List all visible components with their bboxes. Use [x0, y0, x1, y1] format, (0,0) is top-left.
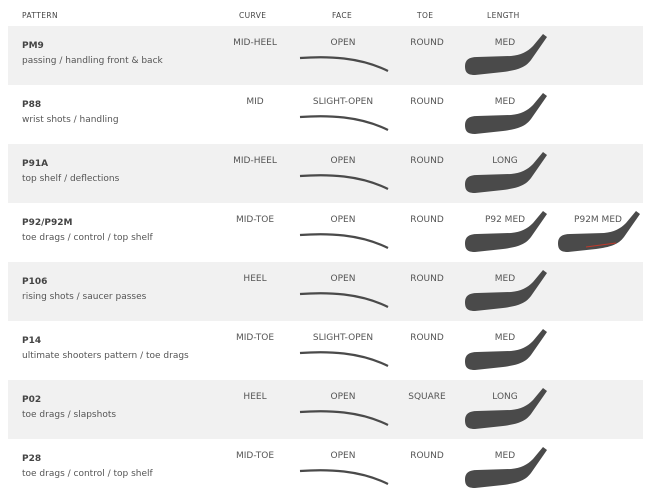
- toe-value: ROUND: [410, 215, 444, 225]
- face-value: SLIGHT-OPEN: [312, 97, 374, 107]
- blade-icon: [463, 91, 547, 141]
- face-value: OPEN: [330, 38, 356, 48]
- length-value: LONG: [492, 392, 518, 402]
- pattern-description: wrist shots / handling: [22, 115, 119, 125]
- face-value: OPEN: [330, 274, 356, 284]
- blade-icon-alt: [556, 209, 640, 259]
- toe-value: ROUND: [410, 97, 444, 107]
- pattern-description: toe drags / slapshots: [22, 410, 117, 420]
- length-value: MED: [494, 451, 516, 461]
- length-value: MED: [494, 38, 516, 48]
- toe-value: ROUND: [410, 156, 444, 166]
- header-pattern: PATTERN: [22, 11, 58, 20]
- face-value: OPEN: [330, 451, 356, 461]
- face-curve-icon: [299, 174, 389, 190]
- face-curve-icon: [299, 115, 389, 131]
- pattern-name: P28: [22, 454, 42, 464]
- header-curve: CURVE: [239, 11, 267, 20]
- pattern-row: P106 rising shots / saucer passes HEEL O…: [8, 262, 643, 321]
- pattern-name: PM9: [22, 41, 44, 51]
- pattern-description: rising shots / saucer passes: [22, 292, 147, 302]
- pattern-name: P106: [22, 277, 48, 287]
- face-value: OPEN: [330, 392, 356, 402]
- pattern-row: P91A top shelf / deflections MID-HEEL OP…: [8, 144, 643, 203]
- blade-icon: [463, 386, 547, 436]
- curve-value: MID: [246, 97, 264, 107]
- pattern-description: ultimate shooters pattern / toe drags: [22, 351, 189, 361]
- length-value: LONG: [492, 156, 518, 166]
- curve-value: MID-TOE: [235, 451, 275, 461]
- length-value: MED: [494, 274, 516, 284]
- pattern-name: P91A: [22, 159, 49, 169]
- pattern-name: P92/P92M: [22, 218, 73, 228]
- face-curve-icon: [299, 469, 389, 485]
- pattern-description: toe drags / control / top shelf: [22, 469, 153, 479]
- face-value: SLIGHT-OPEN: [312, 333, 374, 343]
- pattern-row: P02 toe drags / slapshots HEEL OPEN SQUA…: [8, 380, 643, 439]
- toe-value: SQUARE: [408, 392, 446, 402]
- curve-value: MID-HEEL: [233, 38, 277, 48]
- face-value: OPEN: [330, 156, 356, 166]
- pattern-row: P92/P92M toe drags / control / top shelf…: [8, 203, 643, 262]
- face-curve-icon: [299, 233, 389, 249]
- curve-value: MID-HEEL: [233, 156, 277, 166]
- curve-value: HEEL: [243, 274, 267, 284]
- pattern-row: P88 wrist shots / handling MID SLIGHT-OP…: [8, 85, 643, 144]
- blade-icon: [463, 209, 547, 259]
- curve-value: MID-TOE: [235, 215, 275, 225]
- face-curve-icon: [299, 351, 389, 367]
- header-length: LENGTH: [487, 11, 520, 20]
- curve-value: HEEL: [243, 392, 267, 402]
- pattern-row: P14 ultimate shooters pattern / toe drag…: [8, 321, 643, 380]
- blade-icon: [463, 32, 547, 82]
- face-value: OPEN: [330, 215, 356, 225]
- pattern-description: passing / handling front & back: [22, 56, 163, 66]
- header-toe: TOE: [417, 11, 434, 20]
- toe-value: ROUND: [410, 38, 444, 48]
- blade-icon: [463, 327, 547, 377]
- blade-icon: [463, 445, 547, 495]
- face-curve-icon: [299, 56, 389, 72]
- toe-value: ROUND: [410, 274, 444, 284]
- pattern-name: P02: [22, 395, 42, 405]
- length-value-2: P92M MED: [574, 215, 622, 225]
- pattern-name: P14: [22, 336, 42, 346]
- toe-value: ROUND: [410, 451, 444, 461]
- pattern-row: P28 toe drags / control / top shelf MID-…: [8, 439, 643, 498]
- pattern-description: toe drags / control / top shelf: [22, 233, 153, 243]
- curve-value: MID-TOE: [235, 333, 275, 343]
- length-value: P92 MED: [484, 215, 526, 225]
- length-value: MED: [494, 97, 516, 107]
- length-value: MED: [494, 333, 516, 343]
- blade-icon: [463, 150, 547, 200]
- header-face: FACE: [332, 11, 353, 20]
- pattern-row: PM9 passing / handling front & back MID-…: [8, 26, 643, 85]
- pattern-name: P88: [22, 100, 42, 110]
- face-curve-icon: [299, 292, 389, 308]
- pattern-description: top shelf / deflections: [22, 174, 120, 184]
- face-curve-icon: [299, 410, 389, 426]
- blade-icon: [463, 268, 547, 318]
- toe-value: ROUND: [410, 333, 444, 343]
